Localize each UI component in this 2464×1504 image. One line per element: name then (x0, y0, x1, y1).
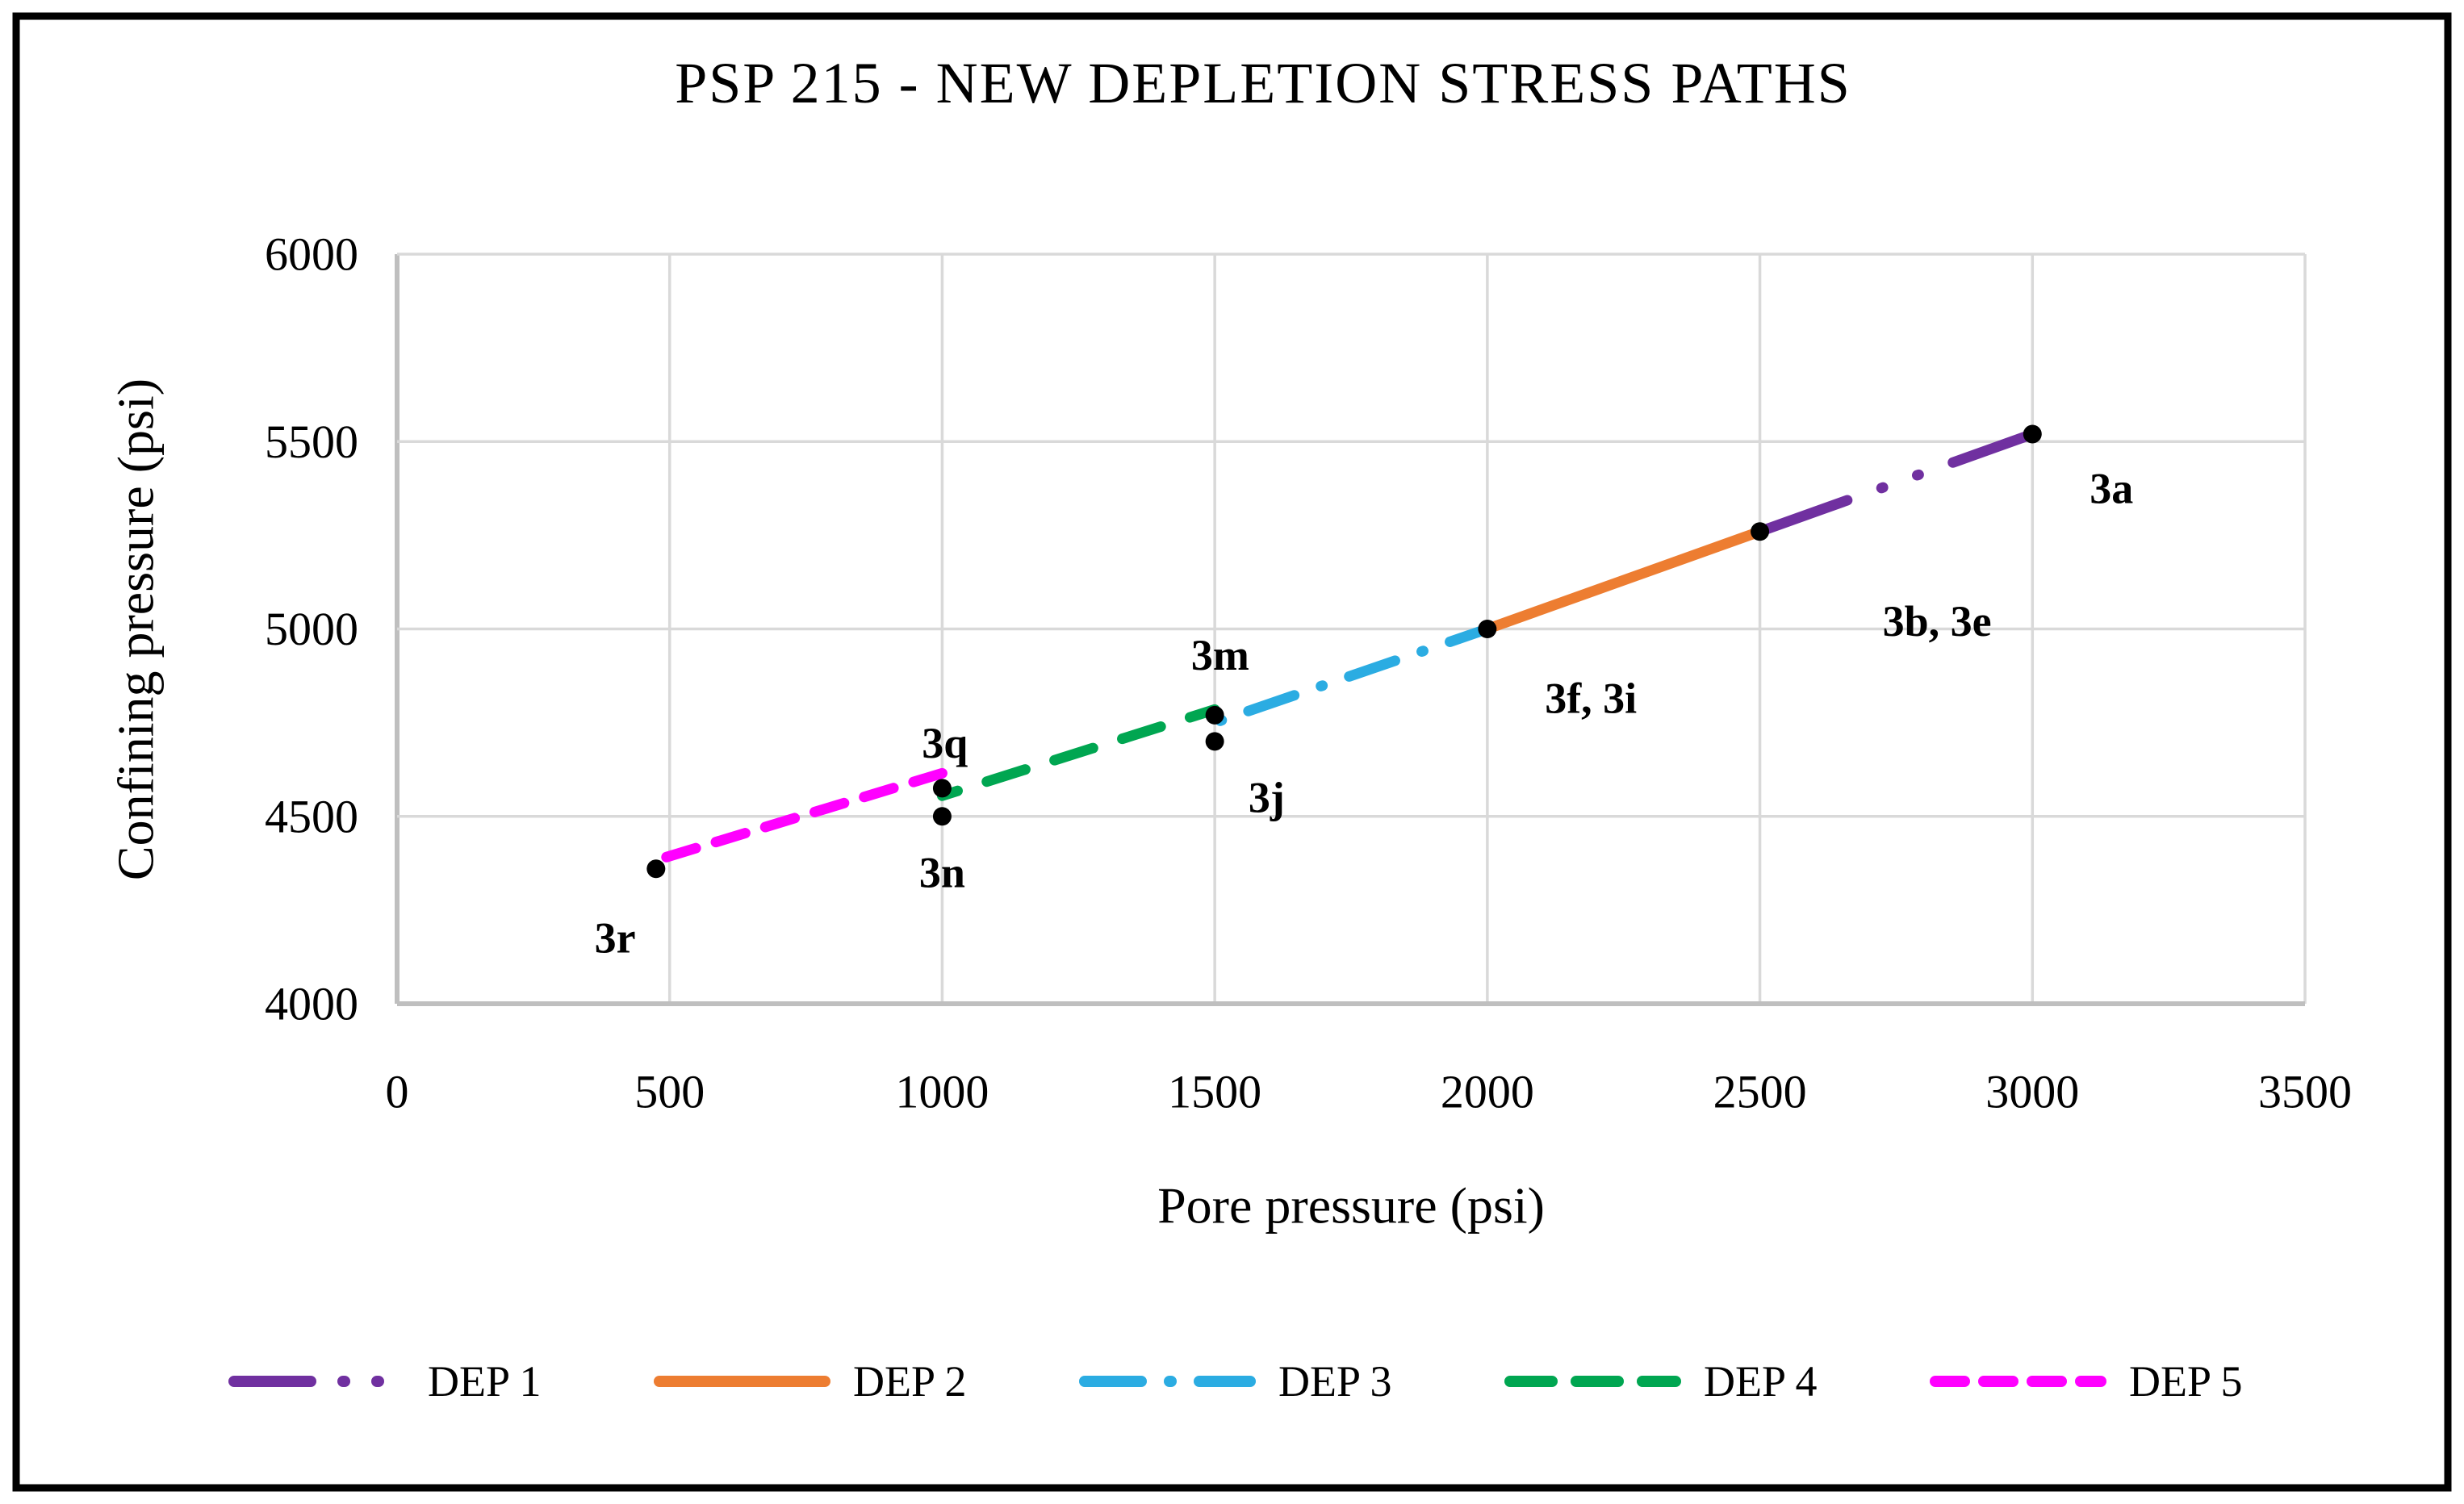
x-tick-label: 0 (386, 1066, 409, 1118)
data-points (646, 424, 2042, 879)
chart-title: PSP 215 - NEW DEPLETION STRESS PATHS (675, 51, 1851, 115)
x-tick-label: 2500 (1713, 1066, 1807, 1118)
point-label: 3n (919, 848, 965, 896)
x-axis-title: Pore pressure (psi) (1157, 1177, 1545, 1235)
series-line-dep-3 (1215, 624, 1493, 726)
legend: DEP 1 DEP 2 DEP 3 DEP 4 DEP 5 (228, 1357, 2243, 1406)
point-label: 3m (1191, 631, 1249, 679)
legend-label: DEP 5 (2129, 1357, 2243, 1406)
figure-frame (12, 12, 2452, 1492)
x-tick-label: 2000 (1441, 1066, 1534, 1118)
point-label: 3q (922, 719, 968, 767)
point-label: 3a (2090, 464, 2133, 512)
legend-label: DEP 3 (1278, 1357, 1392, 1406)
series-line-dep-2 (1482, 526, 1766, 634)
y-tick-labels: 4000 4500 5000 5500 6000 (265, 228, 358, 1030)
data-point-3q (932, 779, 952, 798)
data-point-3j (1205, 732, 1224, 751)
data-point-3r (646, 859, 666, 879)
legend-item-dep-5: DEP 5 (1930, 1357, 2243, 1406)
data-point-3f-3i (1478, 620, 1497, 638)
y-tick-label: 5000 (265, 603, 358, 655)
y-tick-label: 5500 (265, 416, 358, 468)
legend-item-dep-2: DEP 2 (654, 1357, 967, 1406)
point-label: 3f, 3i (1545, 674, 1637, 722)
x-tick-label: 500 (634, 1066, 705, 1118)
y-tick-label: 4000 (265, 978, 358, 1030)
x-tick-label: 1500 (1168, 1066, 1261, 1118)
point-label: 3j (1249, 774, 1285, 822)
data-point-3m (1205, 705, 1224, 725)
point-labels: 3a 3b, 3e 3f, 3i 3m 3j 3q 3n 3r (595, 464, 2134, 962)
series-line-dep-5 (653, 767, 948, 865)
y-tick-label: 4500 (265, 790, 358, 842)
y-tick-label: 6000 (265, 228, 358, 281)
legend-label: DEP 4 (1704, 1357, 1818, 1406)
gridlines (395, 253, 2307, 1006)
legend-item-dep-3: DEP 3 (1079, 1357, 1392, 1406)
point-label: 3b, 3e (1883, 597, 1992, 645)
data-point-3n (932, 807, 952, 826)
x-tick-label: 1000 (895, 1066, 989, 1118)
x-tick-labels: 0 500 1000 1500 2000 2500 3000 3500 (386, 1066, 2353, 1118)
legend-item-dep-1: DEP 1 (228, 1357, 542, 1406)
series-lines (653, 428, 2038, 865)
data-point-3b-3e (1751, 522, 1770, 541)
point-label: 3r (595, 914, 636, 963)
legend-item-dep-4: DEP 4 (1504, 1357, 1818, 1406)
legend-label: DEP 1 (428, 1357, 542, 1406)
legend-label: DEP 2 (853, 1357, 967, 1406)
series-line-dep-1 (1755, 428, 2038, 537)
series-line-dep-4 (936, 704, 1220, 801)
data-point-3a (2023, 424, 2042, 444)
x-tick-label: 3000 (1985, 1066, 2079, 1118)
x-tick-label: 3500 (2258, 1066, 2352, 1118)
y-axis-title: Confining pressure (psi) (107, 378, 165, 880)
